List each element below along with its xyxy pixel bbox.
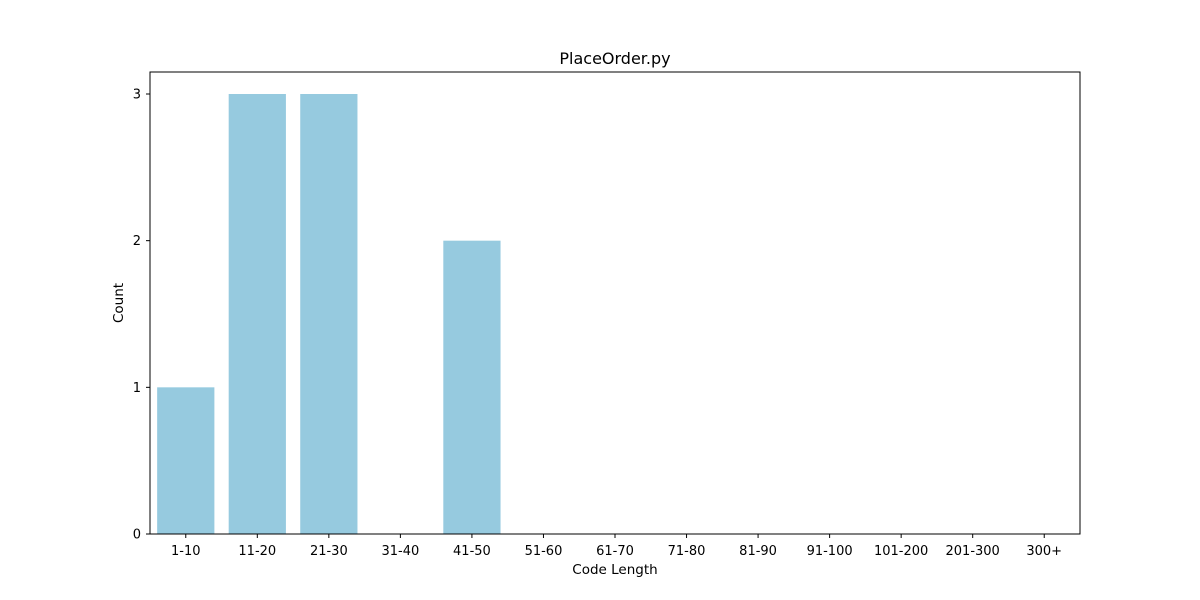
y-axis: 0 1 2 3: [133, 88, 150, 543]
y-tick-label: 0: [133, 528, 141, 543]
x-tick-label: 61-70: [596, 544, 634, 559]
x-tick-label: 11-20: [238, 544, 276, 559]
x-tick-label: 101-200: [874, 544, 928, 559]
x-axis: 1-10 11-20 21-30 31-40 41-50 51-60 61-70 71-80 8…: [171, 534, 1062, 559]
plot-frame: [149, 71, 1081, 535]
x-tick-label: 51-60: [525, 544, 563, 559]
x-tick-label: 71-80: [668, 544, 706, 559]
x-tick-label: 1-10: [171, 544, 201, 559]
y-tick-label: 3: [133, 88, 141, 103]
x-axis-label: Code Length: [572, 562, 657, 578]
x-tick-label: 201-300: [946, 544, 1000, 559]
y-tick-label: 2: [133, 234, 141, 249]
x-tick-label: 31-40: [381, 544, 419, 559]
x-tick-label: 21-30: [310, 544, 348, 559]
x-tick-label: 300+: [1026, 544, 1062, 559]
x-tick-label: 41-50: [453, 544, 491, 559]
bar-41-50: [443, 240, 501, 535]
x-tick-label: 91-100: [807, 544, 853, 559]
chart-title: PlaceOrder.py: [559, 49, 670, 68]
bar-1-10: [157, 387, 215, 534]
bar-11-20: [228, 94, 286, 534]
x-tick-label: 81-90: [739, 544, 777, 559]
y-tick-label: 1: [133, 381, 141, 396]
y-axis-label: Count: [111, 283, 127, 323]
bars-layer: [157, 94, 501, 535]
bar-21-30: [300, 94, 358, 534]
